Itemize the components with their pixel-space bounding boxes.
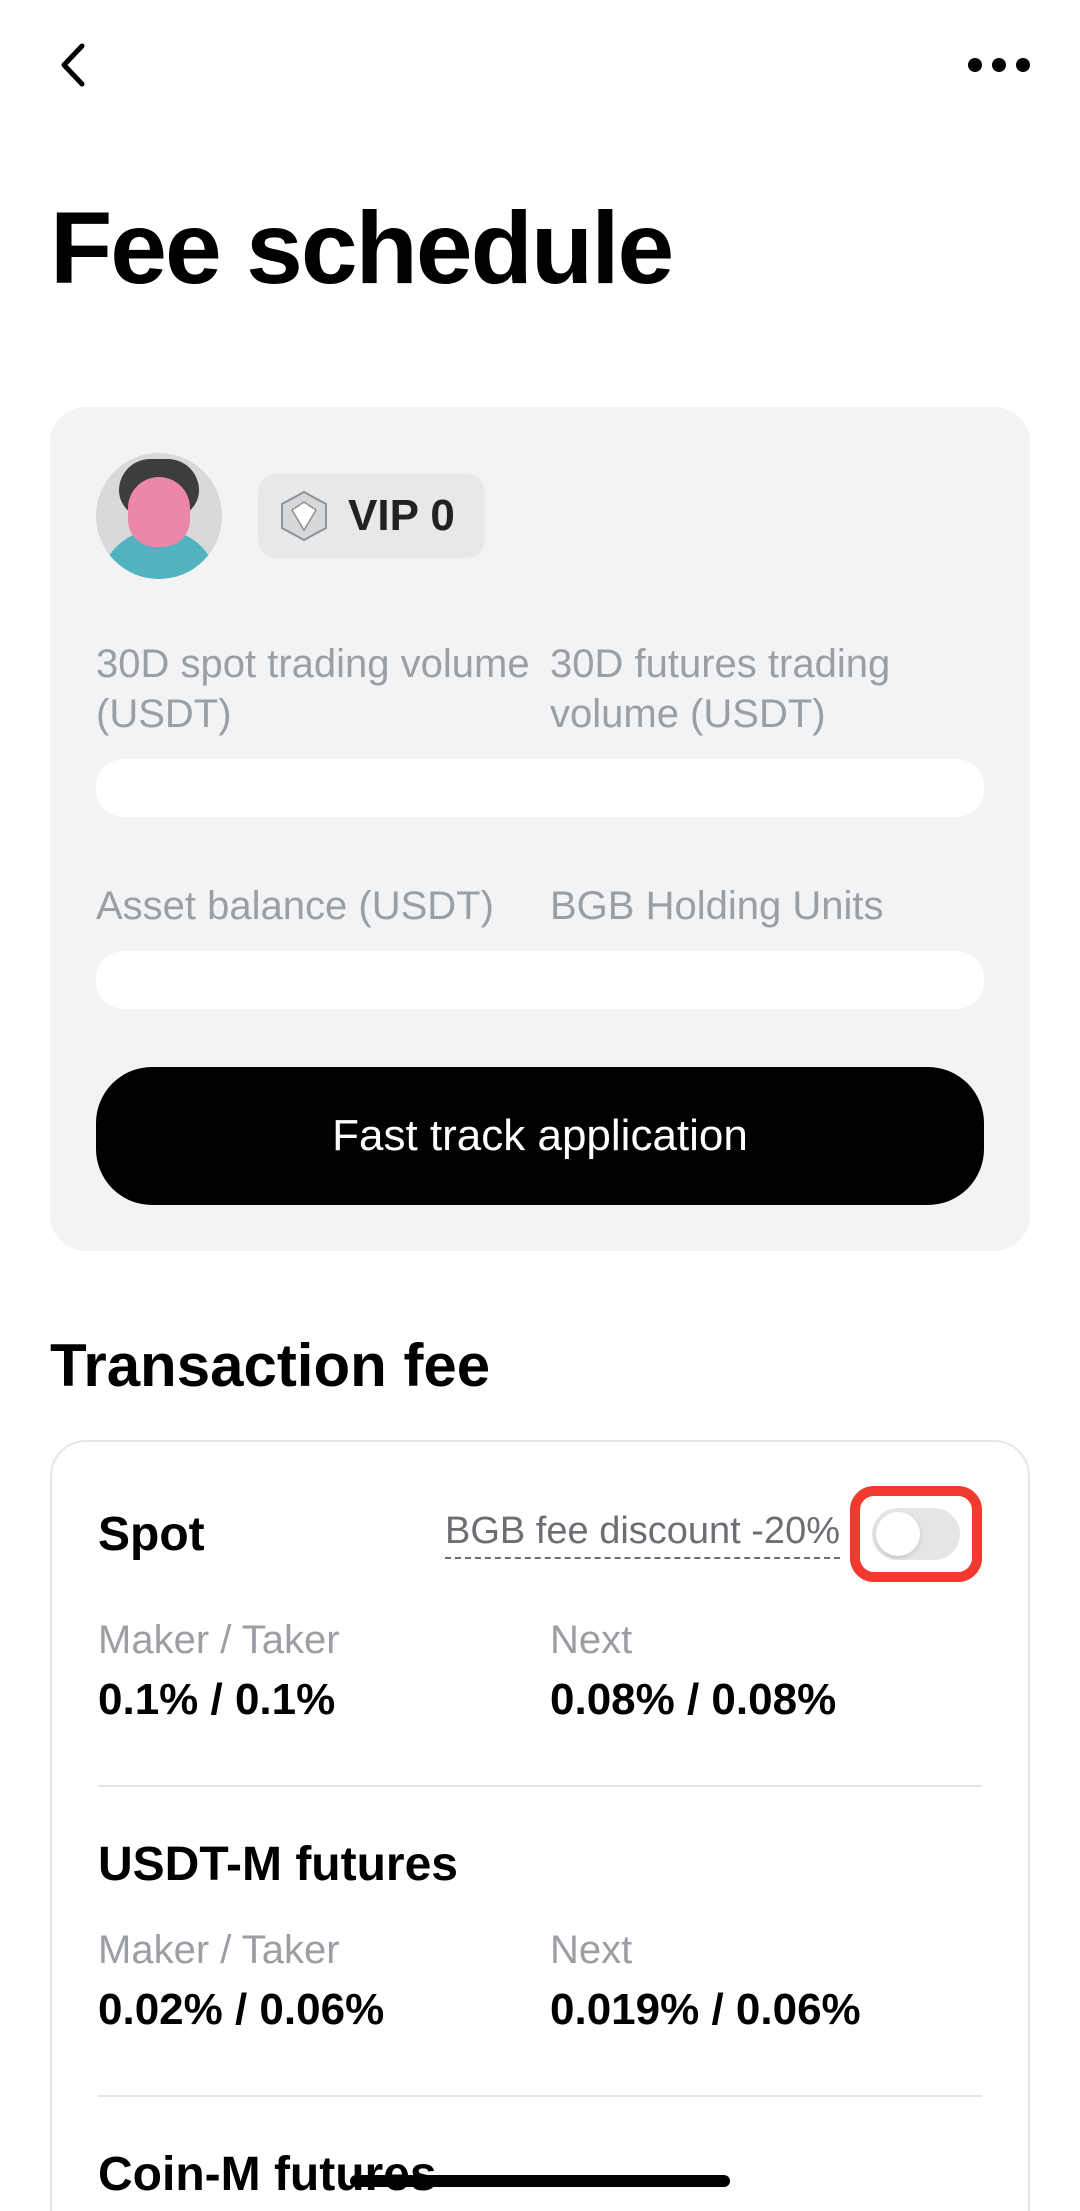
- usdtm-maker-taker-value: 0.02% / 0.06%: [98, 1985, 530, 2035]
- vip-row: VIP 0: [96, 453, 984, 579]
- transaction-fee-title: Transaction fee: [0, 1251, 1080, 1400]
- spot-next-value: 0.08% / 0.08%: [550, 1675, 982, 1725]
- usdtm-next-value: 0.019% / 0.06%: [550, 1985, 982, 2035]
- next-label: Next: [550, 1928, 982, 1985]
- fast-track-button[interactable]: Fast track application: [96, 1067, 984, 1205]
- vip-level-label: VIP 0: [348, 491, 455, 541]
- bgb-discount-toggle[interactable]: [872, 1508, 960, 1560]
- fee-name-usdtm: USDT-M futures: [98, 1837, 458, 1892]
- back-icon[interactable]: [50, 40, 100, 90]
- diamond-icon: [276, 488, 332, 544]
- header-bar: [0, 0, 1080, 110]
- fee-head: USDT-M futures: [98, 1837, 982, 1928]
- home-indicator[interactable]: [350, 2175, 730, 2187]
- more-icon[interactable]: [968, 58, 1030, 72]
- fee-head: Spot BGB fee discount -20%: [98, 1486, 982, 1618]
- maker-taker-label: Maker / Taker: [98, 1618, 530, 1675]
- stats-grid-1: 30D spot trading volume (USDT) 30D futur…: [96, 639, 984, 817]
- fee-values-row: Maker / Taker 0.1% / 0.1% Next 0.08% / 0…: [98, 1618, 982, 1745]
- asset-balance-label: Asset balance (USDT): [96, 881, 530, 931]
- spot-maker-taker-value: 0.1% / 0.1%: [98, 1675, 530, 1725]
- spot-volume-label: 30D spot trading volume (USDT): [96, 639, 530, 739]
- dot-icon: [1016, 58, 1030, 72]
- page-title: Fee schedule: [0, 110, 1080, 307]
- dot-icon: [968, 58, 982, 72]
- toggle-highlight: [850, 1486, 982, 1582]
- fee-block-coinm: Coin-M futures: [98, 2095, 982, 2211]
- toggle-knob: [876, 1512, 920, 1556]
- fee-values-row: Maker / Taker 0.02% / 0.06% Next 0.019% …: [98, 1928, 982, 2055]
- vip-badge[interactable]: VIP 0: [258, 474, 485, 558]
- maker-taker-label: Maker / Taker: [98, 1928, 530, 1985]
- futures-volume-label: 30D futures trading volume (USDT): [550, 639, 984, 739]
- value-bar: [96, 951, 984, 1009]
- stats-grid-2: Asset balance (USDT) BGB Holding Units: [96, 881, 984, 1009]
- avatar[interactable]: [96, 453, 222, 579]
- next-label: Next: [550, 1618, 982, 1675]
- fee-block-usdtm: USDT-M futures Maker / Taker 0.02% / 0.0…: [98, 1785, 982, 2095]
- bgb-holding-label: BGB Holding Units: [550, 881, 984, 931]
- value-bar: [96, 759, 984, 817]
- bgb-discount-label[interactable]: BGB fee discount -20%: [445, 1510, 840, 1559]
- discount-wrap: BGB fee discount -20%: [445, 1486, 982, 1582]
- fee-name-spot: Spot: [98, 1507, 205, 1562]
- fee-card: Spot BGB fee discount -20% Maker / Taker…: [50, 1440, 1030, 2211]
- dot-icon: [992, 58, 1006, 72]
- fee-block-spot: Spot BGB fee discount -20% Maker / Taker…: [98, 1486, 982, 1785]
- vip-card: VIP 0 30D spot trading volume (USDT) 30D…: [50, 407, 1030, 1251]
